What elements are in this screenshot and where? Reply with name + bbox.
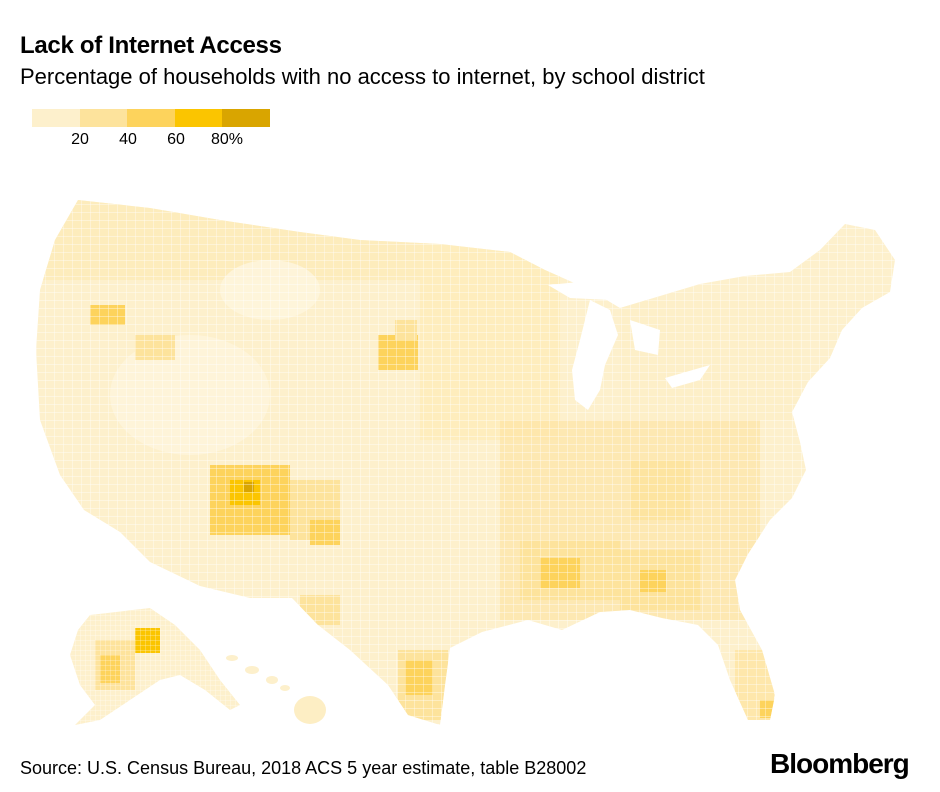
lake-huron	[630, 320, 660, 355]
hawaii-region	[226, 655, 326, 724]
alaska-region	[70, 608, 240, 725]
legend-tick-40: 40	[119, 131, 137, 148]
lake-erie	[665, 365, 710, 388]
legend-swatch-60-80	[174, 109, 223, 127]
legend-color-scale	[32, 109, 270, 127]
legend-tick-80: 80%	[210, 131, 244, 148]
bloomberg-logo: Bloomberg	[770, 748, 910, 779]
legend-swatch-80-plus	[222, 109, 270, 127]
source-note: Source: U.S. Census Bureau, 2018 ACS 5 y…	[20, 758, 587, 778]
lake-superior	[548, 280, 640, 300]
legend-tick-20: 20	[71, 131, 89, 148]
lake-michigan	[572, 300, 618, 410]
chart-subtitle: Percentage of households with no access …	[20, 64, 705, 89]
legend-swatch-40-60	[127, 109, 175, 127]
chart-title: Lack of Internet Access	[20, 32, 282, 59]
legend-swatch-0-20	[32, 109, 80, 127]
contiguous-us-region	[36, 200, 895, 725]
choropleth-map	[36, 200, 895, 725]
legend-swatch-20-40	[79, 109, 128, 127]
color-legend: 20 40 60 80%	[32, 109, 272, 149]
legend-tick-60: 60	[167, 131, 185, 148]
